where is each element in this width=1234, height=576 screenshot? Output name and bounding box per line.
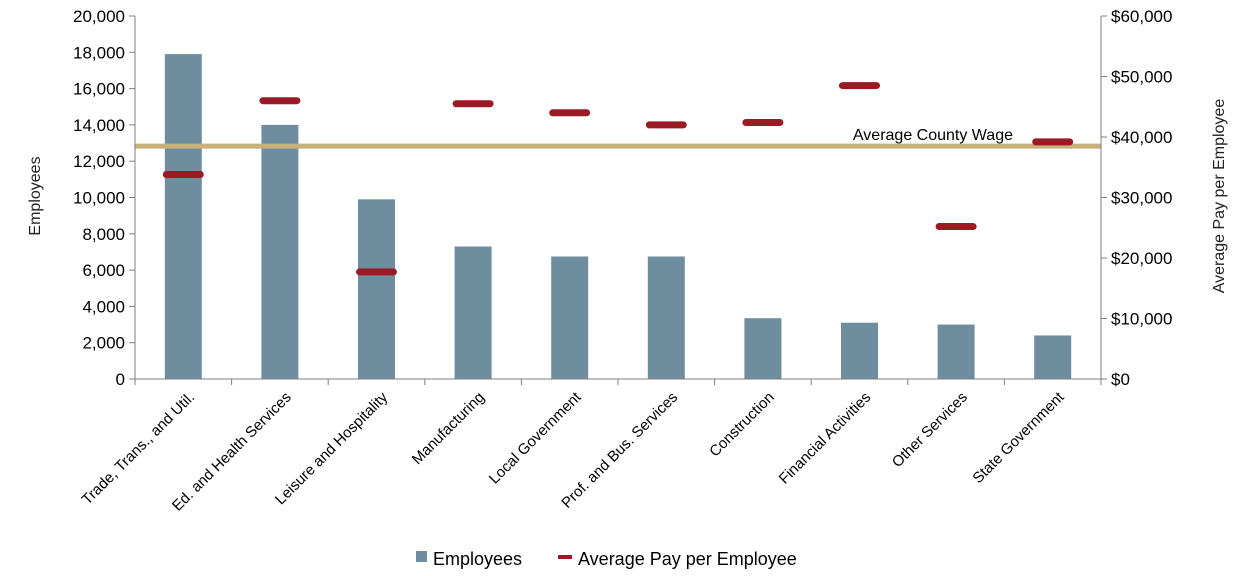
- bar-financial-activities: [841, 322, 878, 379]
- bar-ed-and-health-services: [261, 124, 299, 380]
- bar-other-services: [937, 324, 975, 379]
- x-tick-label: Financial Activities: [776, 389, 875, 488]
- bar-prof-and-bus-services: [647, 256, 685, 379]
- y-tick-label: 8,000: [82, 225, 125, 244]
- y2-tick-label: $0: [1111, 370, 1130, 389]
- legend-swatch-average-pay: [558, 555, 572, 559]
- bar-manufacturing: [454, 246, 492, 379]
- legend: Employees Average Pay per Employee: [416, 549, 797, 569]
- y2-tick-label: $10,000: [1111, 310, 1172, 329]
- y-tick-label: 2,000: [82, 334, 125, 353]
- bar-trade-trans-and-util: [164, 54, 202, 380]
- y2-tick-label: $40,000: [1111, 128, 1172, 147]
- legend-label-employees: Employees: [433, 549, 522, 569]
- y2-tick-label: $30,000: [1111, 189, 1172, 208]
- x-tick-label: Construction: [706, 389, 778, 461]
- y-tick-label: 14,000: [73, 116, 125, 135]
- bar-state-government: [1034, 335, 1072, 379]
- bar-leisure-and-hospitality: [358, 199, 395, 379]
- bar-construction: [744, 318, 782, 379]
- y2-tick-label: $20,000: [1111, 249, 1172, 268]
- category-labels-layer: Trade, Trans., and Util.Ed. and Health S…: [79, 388, 1068, 514]
- y2-tick-label: $60,000: [1111, 7, 1172, 26]
- y-tick-label: 6,000: [82, 261, 125, 280]
- markers-layer: [162, 82, 1074, 276]
- average-county-wage-label: Average County Wage: [853, 127, 1013, 144]
- y-tick-label: 12,000: [73, 152, 125, 171]
- ticks-layer: 0 2,000 4,000 6,000 8,000 10,000 12,000 14,000 1…: [73, 7, 1172, 389]
- y2-tick-label: $50,000: [1111, 68, 1172, 87]
- axes-layer: [129, 15, 1107, 385]
- y2-axis-title: Average Pay per Employee: [1211, 99, 1228, 294]
- y-tick-label: 4,000: [82, 297, 125, 316]
- legend-swatch-employees: [416, 551, 427, 562]
- x-tick-label: State Government: [969, 388, 1068, 487]
- x-tick-label: Other Services: [889, 389, 971, 471]
- y-tick-label: 16,000: [73, 80, 125, 99]
- y-axis-title: Employees: [27, 156, 44, 235]
- y-tick-label: 10,000: [73, 189, 125, 208]
- y-tick-label: 0: [116, 370, 125, 389]
- x-tick-label: Local Government: [486, 388, 585, 487]
- legend-label-average-pay: Average Pay per Employee: [578, 549, 797, 569]
- reference-line-layer: Average County Wage: [135, 127, 1101, 149]
- y-tick-label: 18,000: [73, 43, 125, 62]
- x-tick-label: Manufacturing: [409, 389, 488, 468]
- y-tick-label: 20,000: [73, 7, 125, 26]
- x-tick-label: Leisure and Hospitality: [272, 388, 392, 508]
- bars-layer: [164, 54, 1072, 380]
- bar-local-government: [551, 256, 589, 379]
